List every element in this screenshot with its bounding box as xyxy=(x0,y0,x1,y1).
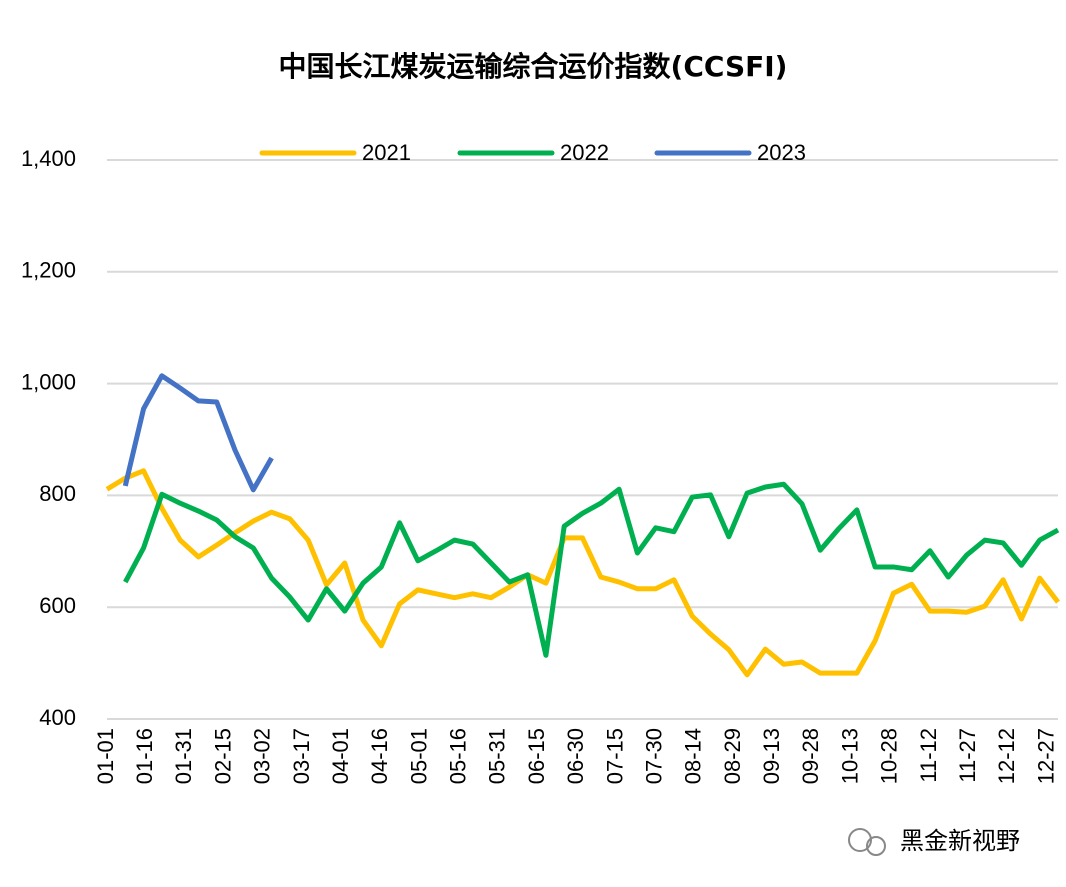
line-series xyxy=(123,481,1060,658)
x-tick-label: 12-27 xyxy=(1033,728,1058,784)
x-tick-label: 01-01 xyxy=(93,728,118,784)
x-tick-label: 09-13 xyxy=(759,728,784,784)
x-tick-label: 04-16 xyxy=(367,728,392,784)
y-tick-label: 600 xyxy=(39,593,76,618)
watermark-icon xyxy=(866,836,886,856)
x-tick-label: 07-15 xyxy=(602,728,627,784)
y-tick-label: 1,400 xyxy=(21,146,76,171)
x-tick-label: 03-02 xyxy=(250,728,275,784)
x-tick-label: 08-14 xyxy=(681,728,706,784)
x-tick-label: 08-29 xyxy=(720,728,745,784)
x-tick-label: 10-13 xyxy=(837,728,862,784)
x-tick-label: 11-12 xyxy=(916,728,941,783)
legend-label: 2022 xyxy=(560,140,609,165)
x-tick-label: 05-31 xyxy=(485,728,510,784)
x-tick-label: 09-28 xyxy=(798,728,823,784)
x-tick-label: 10-28 xyxy=(877,728,902,784)
y-tick-label: 1,000 xyxy=(21,369,76,394)
watermark-text: 黑金新视野 xyxy=(900,827,1020,855)
x-tick-label: 03-17 xyxy=(289,728,314,784)
x-tick-label: 04-01 xyxy=(328,728,353,784)
legend-label: 2023 xyxy=(757,140,806,165)
x-tick-label: 02-15 xyxy=(210,728,235,784)
x-tick-label: 01-16 xyxy=(132,728,157,784)
y-tick-label: 400 xyxy=(39,705,76,730)
legend-label: 2021 xyxy=(362,140,411,165)
line-series xyxy=(122,373,274,493)
watermark: 黑金新视野 xyxy=(848,827,1020,856)
watermark-icon xyxy=(848,828,872,852)
x-tick-label: 06-15 xyxy=(524,728,549,784)
chart-title: 中国长江煤炭运输综合运价指数(CCSFI) xyxy=(279,50,788,83)
x-tick-label: 12-12 xyxy=(994,728,1019,784)
y-tick-label: 1,200 xyxy=(21,258,76,283)
line-series xyxy=(105,468,1060,678)
x-tick-label: 06-30 xyxy=(563,728,588,784)
x-tick-label: 01-31 xyxy=(171,728,196,784)
x-tick-label: 07-30 xyxy=(641,728,666,784)
x-tick-label: 11-27 xyxy=(955,728,980,783)
x-tick-label: 05-01 xyxy=(406,728,431,784)
x-tick-label: 05-16 xyxy=(446,728,471,784)
y-tick-label: 800 xyxy=(39,481,76,506)
